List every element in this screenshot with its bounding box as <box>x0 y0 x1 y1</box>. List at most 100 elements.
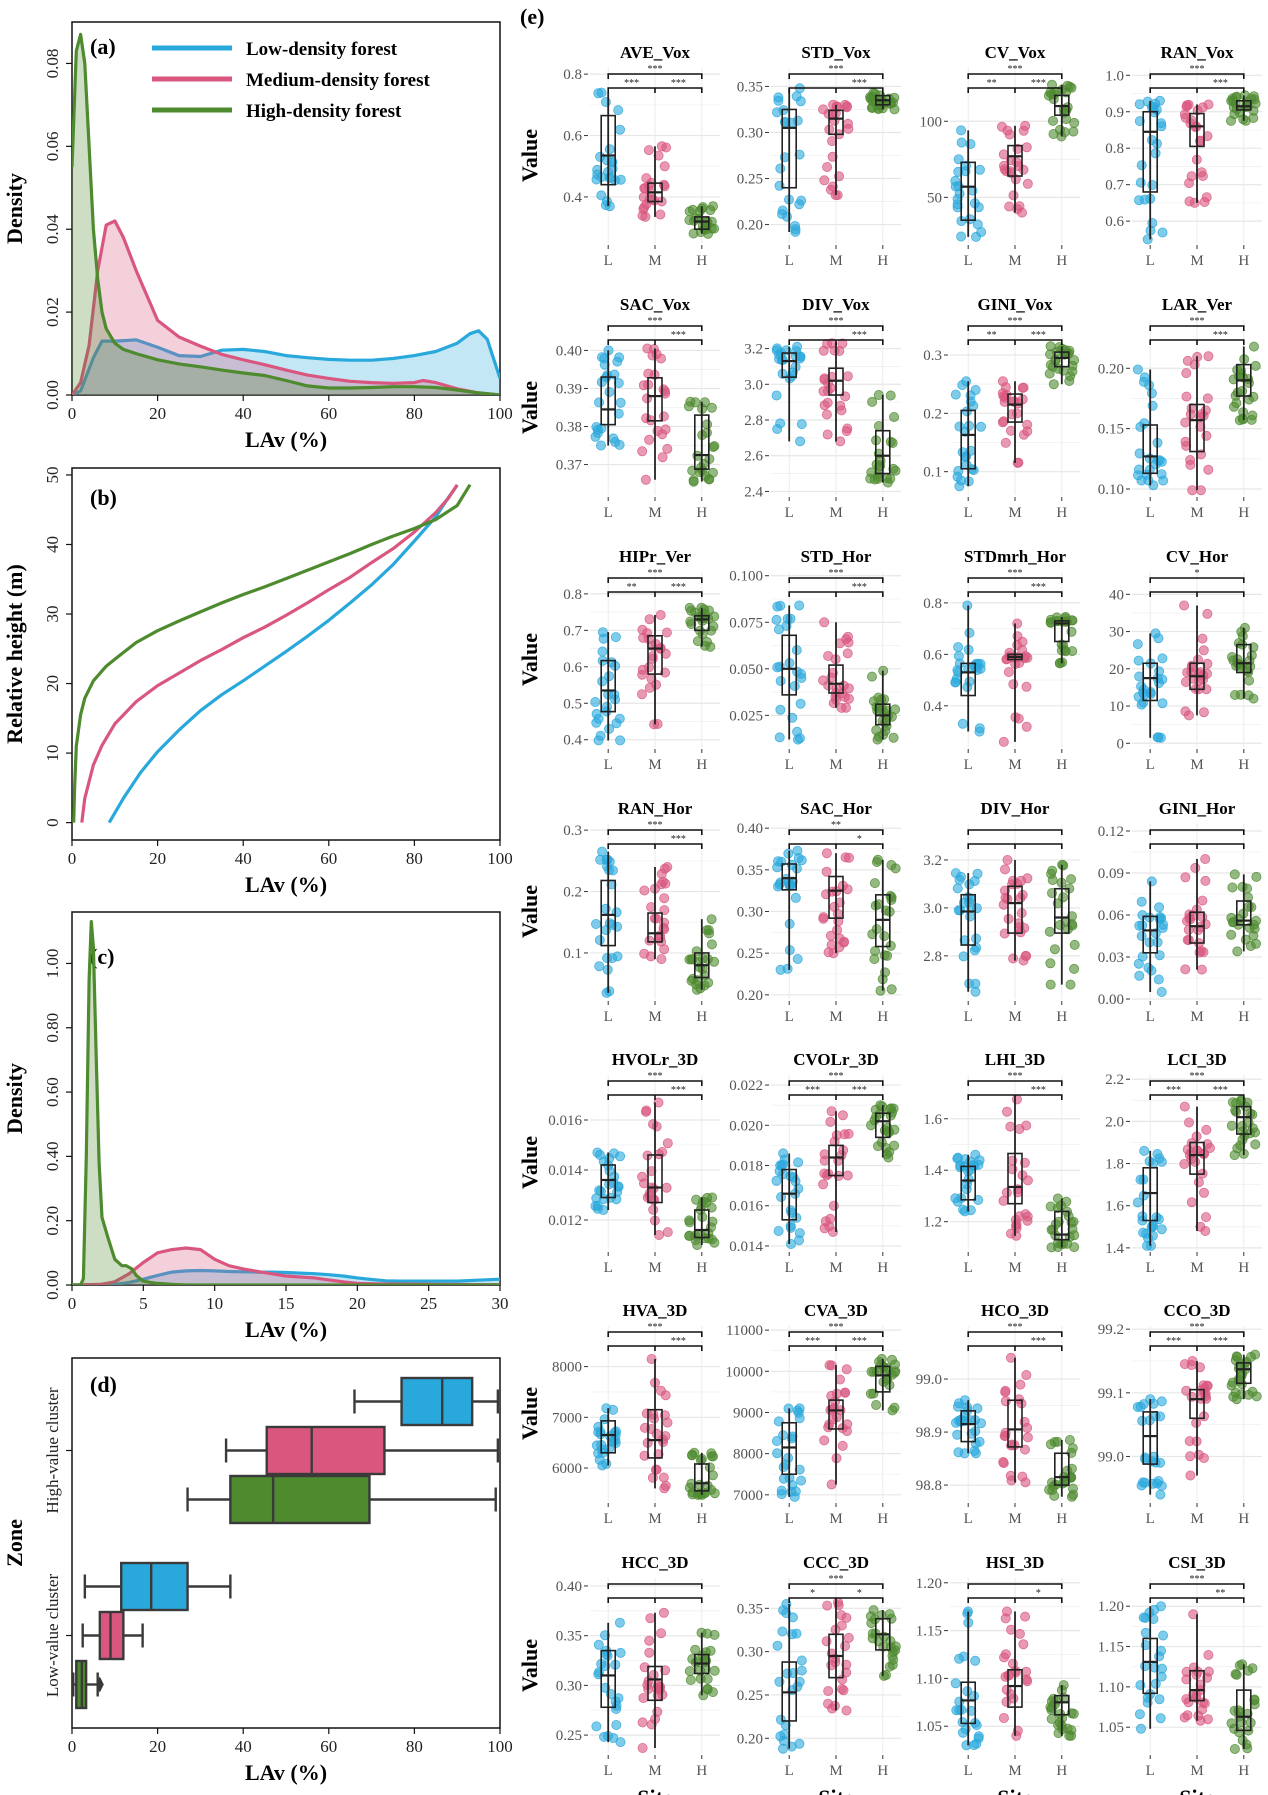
iqr-box <box>781 352 798 378</box>
significance-l-h: *** <box>1190 1322 1205 1333</box>
bracket-pairs <box>1149 1345 1245 1351</box>
iqr-box <box>1142 915 1158 954</box>
box-low <box>591 87 626 212</box>
iqr-box <box>1142 662 1158 702</box>
y-tick-label: 1.20 <box>916 1576 942 1592</box>
data-point <box>643 368 654 379</box>
data-point <box>953 1447 964 1458</box>
data-point <box>961 1184 972 1195</box>
box-medium <box>1180 351 1214 496</box>
data-point <box>707 1216 718 1227</box>
data-point <box>1153 974 1164 985</box>
subplot-title: STD_Vox <box>801 43 871 62</box>
data-point <box>1185 459 1196 470</box>
y-tick-label: 0.7 <box>1105 178 1124 194</box>
data-point <box>1067 1224 1078 1235</box>
data-point <box>1003 1670 1014 1681</box>
data-point <box>888 732 899 743</box>
y-tick-label: 0.050 <box>729 662 763 678</box>
data-point <box>771 614 782 625</box>
data-point <box>772 1640 783 1651</box>
y-tick-label: 0.40 <box>737 821 763 837</box>
data-point <box>613 378 624 389</box>
data-point <box>644 1647 655 1658</box>
data-point <box>684 1666 695 1677</box>
data-point <box>1193 1710 1204 1721</box>
data-point <box>793 853 804 864</box>
y-tick-label: 0.3 <box>563 823 582 839</box>
data-point <box>597 646 608 657</box>
significance-l-h: *** <box>648 316 663 327</box>
panel-a: 0 20 40 60 80 100 LAv (%) Density (a) 0.00 0.02 0.0… <box>2 21 513 452</box>
box-medium <box>997 120 1033 218</box>
iqr-box <box>647 1154 663 1204</box>
data-point <box>1198 707 1209 718</box>
y-tick-label: 1.8 <box>1105 1157 1124 1173</box>
data-point <box>772 601 783 612</box>
box-low <box>772 1599 807 1754</box>
x-tick-label: M <box>648 757 661 773</box>
data-point <box>826 1479 837 1490</box>
data-point <box>702 1674 713 1685</box>
subplot-title: GINI_Hor <box>1159 799 1236 818</box>
significance-l-h: *** <box>648 64 663 75</box>
data-point <box>998 736 1009 747</box>
x-tick-label: M <box>1190 757 1203 773</box>
subplot-title: CVOLr_3D <box>793 1050 879 1069</box>
y-tick-label: 1.10 <box>916 1671 942 1687</box>
y-axis-label: Value <box>517 1639 542 1692</box>
data-point <box>791 91 802 102</box>
y-tick-label: 0.20 <box>737 1731 763 1747</box>
data-point <box>819 1149 830 1160</box>
bracket-l-h <box>607 1080 703 1086</box>
y-tick-label: 0.020 <box>729 1118 763 1134</box>
data-point <box>1021 1120 1032 1131</box>
data-point <box>644 682 655 693</box>
y-tick-label: 1.15 <box>916 1624 942 1640</box>
subplot-stdmrh-hor: STDmrh_Hor 0.4 0.6 0.8 L M H *** *** <box>923 547 1080 773</box>
data-point <box>1044 368 1055 379</box>
bracket-l-h <box>1149 1080 1245 1086</box>
data-point <box>965 138 976 149</box>
data-point <box>615 1647 626 1658</box>
data-point <box>841 102 852 113</box>
bracket-pairs <box>607 1597 703 1603</box>
data-point <box>684 215 695 226</box>
panel-d: 0 20 40 60 80 100 LAv (%) Zone (d) High-value clu… <box>2 1357 513 1785</box>
y-tick-label: 0.20 <box>1098 361 1124 377</box>
bracket-pairs <box>788 339 884 345</box>
significance-m-h: *** <box>1213 1085 1228 1096</box>
box-medium-high-zone <box>224 1425 500 1476</box>
data-point <box>1140 1627 1151 1638</box>
panel-label: (b) <box>90 485 117 510</box>
data-point <box>890 863 901 874</box>
data-point <box>702 636 713 647</box>
box-medium <box>818 1106 854 1237</box>
data-point <box>700 470 711 481</box>
data-point <box>964 214 975 225</box>
box-high <box>1044 859 1080 990</box>
data-point <box>653 150 664 161</box>
bracket-pairs <box>1149 339 1245 345</box>
data-point <box>956 475 967 486</box>
box-medium <box>637 141 672 222</box>
box-low <box>772 845 807 975</box>
x-tick-label: H <box>696 1511 707 1527</box>
bracket-l-h <box>788 73 884 79</box>
subplot-title: GINI_Vox <box>978 295 1053 314</box>
bracket-l-h <box>607 577 703 583</box>
data-point <box>867 671 878 682</box>
data-point <box>842 648 853 659</box>
data-point <box>1010 1221 1021 1232</box>
significance-l-h: *** <box>829 1071 844 1082</box>
x-tick-label: M <box>829 1260 842 1276</box>
box-low <box>1132 1145 1167 1251</box>
data-point <box>1251 871 1262 882</box>
x-tick-label: L <box>785 757 794 773</box>
subplot-title: HCO_3D <box>981 1301 1049 1320</box>
data-point <box>697 953 708 964</box>
y-tick-label: 1.05 <box>1098 1720 1124 1736</box>
data-point <box>1137 1415 1148 1426</box>
